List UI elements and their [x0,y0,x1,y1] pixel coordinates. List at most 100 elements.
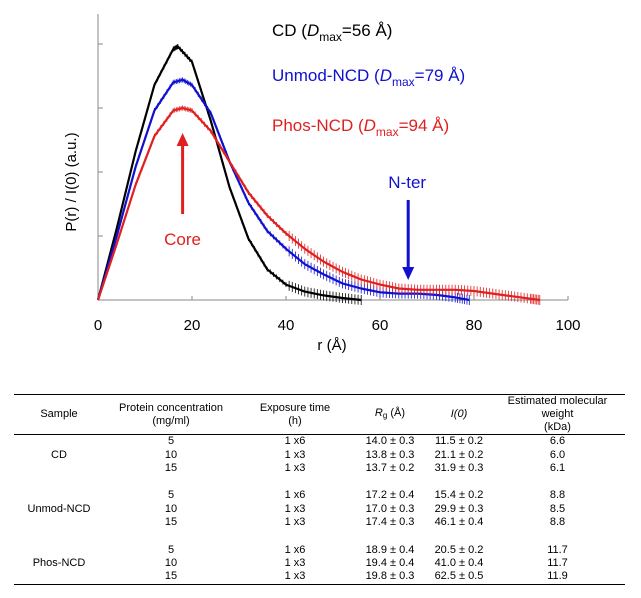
rg-cell: 17.2 ± 0.4 [365,489,415,502]
table-row: Unmod-NCD 10 1 x3 17.0 ± 0.3 29.9 ± 0.3 8.5 [14,503,625,516]
col-rg: Rg (Å) [374,407,406,420]
saxs-parameters-table: Sample Protein concentration (mg/ml) Expo… [14,394,625,585]
sample-cell: CD [51,448,67,461]
table-row: 15 1 x3 13.7 ± 0.2 31.9 ± 0.3 6.1 [14,462,625,475]
col-exposure-time: Exposure time (h) [259,401,331,427]
i0-cell: 41.0 ± 0.4 [434,556,484,569]
x-tick-label: 100 [555,317,580,334]
chart-annotations: Core N-ter [164,133,426,280]
pr-distribution-chart: 0 20 40 60 80 100 Core N-ter P(r) / I(0) (a.u.… [63,14,581,354]
concentration-cell: 15 [164,516,178,529]
group-spacer [14,475,625,489]
chart-legend: CD (Dmax=56 Å) Unmod-NCD (Dmax=79 Å) Phos-… [272,21,465,139]
i0-cell: 31.9 ± 0.3 [434,461,484,474]
mw-cell: 8.5 [549,502,566,515]
table-row: 5 1 x6 18.9 ± 0.4 20.5 ± 0.2 11.7 [14,543,625,556]
exposure-cell: 1 x3 [284,448,306,461]
table-row: 15 1 x3 17.4 ± 0.3 46.1 ± 0.4 8.8 [14,516,625,529]
series-line [96,106,540,302]
mw-cell: 11.7 [547,556,568,569]
mw-cell: 6.0 [549,448,566,461]
table-row: Phos-NCD 10 1 x3 19.4 ± 0.4 41.0 ± 0.4 11.7 [14,557,625,570]
x-tick-label: 20 [184,317,201,334]
i0-cell: 62.5 ± 0.5 [434,570,484,583]
table-row: 15 1 x3 19.8 ± 0.3 62.5 ± 0.5 11.9 [14,570,625,585]
series-line [96,45,362,302]
sample-cell [14,570,104,584]
legend-item-cd: CD (Dmax=56 Å) [272,21,392,44]
i0-cell: 20.5 ± 0.2 [434,543,484,556]
x-tick-label: 60 [372,317,389,334]
mw-cell: 11.9 [547,570,568,583]
nter-arrowhead [402,267,415,280]
x-tick-label: 80 [466,317,483,334]
chart-axes: 0 20 40 60 80 100 [94,14,581,334]
rg-cell: 13.8 ± 0.3 [365,448,415,461]
col-molecular-weight: Estimated molecular weight (kDa) [507,395,608,433]
x-tick-label: 0 [94,317,102,334]
mw-cell: 6.6 [549,435,566,448]
concentration-cell: 15 [164,461,178,474]
exposure-cell: 1 x6 [284,543,306,556]
table-row: 5 1 x6 17.2 ± 0.4 15.4 ± 0.2 8.8 [14,489,625,502]
x-axis-label: r (Å) [317,337,346,354]
concentration-cell: 5 [167,435,175,448]
rg-cell: 14.0 ± 0.3 [365,435,415,448]
group-spacer [14,529,625,543]
sample-cell [14,462,104,475]
exposure-cell: 1 x3 [284,516,306,529]
chart-curves [96,44,541,305]
concentration-cell: 10 [164,502,178,515]
concentration-cell: 15 [164,570,178,583]
sample-cell: Phos-NCD [32,556,86,569]
exposure-cell: 1 x3 [284,570,306,583]
i0-cell: 46.1 ± 0.4 [434,516,484,529]
exposure-cell: 1 x3 [284,502,306,515]
legend-item-phos-ncd: Phos-NCD (Dmax=94 Å) [272,116,449,139]
table-body: 5 1 x6 14.0 ± 0.3 11.5 ± 0.2 6.6 CD 10 1 x3 13.8… [14,435,625,585]
mw-cell: 8.8 [549,489,566,502]
rg-cell: 18.9 ± 0.4 [365,543,415,556]
table-row: 5 1 x6 14.0 ± 0.3 11.5 ± 0.2 6.6 [14,435,625,449]
legend-item-unmod-ncd: Unmod-NCD (Dmax=79 Å) [272,66,465,89]
concentration-cell: 10 [164,448,178,461]
exposure-cell: 1 x6 [284,489,306,502]
table-row: CD 10 1 x3 13.8 ± 0.3 21.1 ± 0.2 6.0 [14,448,625,461]
i0-cell: 29.9 ± 0.3 [434,502,484,515]
core-arrowhead [176,133,189,146]
rg-cell: 19.8 ± 0.3 [365,570,415,583]
x-tick-label: 40 [278,317,295,334]
concentration-cell: 5 [167,489,175,502]
sample-cell [14,435,104,449]
sample-cell: Unmod-NCD [27,502,91,515]
spacer-cell [14,475,625,489]
mw-cell: 6.1 [549,461,566,474]
exposure-cell: 1 x3 [284,461,306,474]
series-phos-ncd [96,105,541,305]
col-i0: I(0) [450,408,468,420]
i0-cell: 15.4 ± 0.2 [434,489,484,502]
i0-cell: 21.1 ± 0.2 [434,448,484,461]
spacer-cell [14,529,625,543]
concentration-cell: 10 [164,556,178,569]
mw-cell: 11.7 [547,543,568,556]
sample-cell [14,489,104,502]
rg-cell: 17.0 ± 0.3 [365,502,415,515]
exposure-cell: 1 x6 [284,435,306,448]
exposure-cell: 1 x3 [284,556,306,569]
rg-cell: 19.4 ± 0.4 [365,556,415,569]
mw-cell: 8.8 [549,516,566,529]
concentration-cell: 5 [167,543,175,556]
sample-cell [14,543,104,556]
col-protein-concentration: Protein concentration (mg/ml) [119,401,223,427]
rg-cell: 13.7 ± 0.2 [365,461,415,474]
y-axis-label: P(r) / I(0) (a.u.) [63,132,80,231]
series-cd [96,44,362,305]
i0-cell: 11.5 ± 0.2 [434,435,484,448]
col-sample: Sample [40,408,78,420]
core-annotation-label: Core [164,230,201,249]
rg-cell: 17.4 ± 0.3 [365,516,415,529]
nter-annotation-label: N-ter [388,173,426,192]
sample-cell [14,516,104,529]
table-header-row: Sample Protein concentration (mg/ml) Expo… [14,394,625,435]
